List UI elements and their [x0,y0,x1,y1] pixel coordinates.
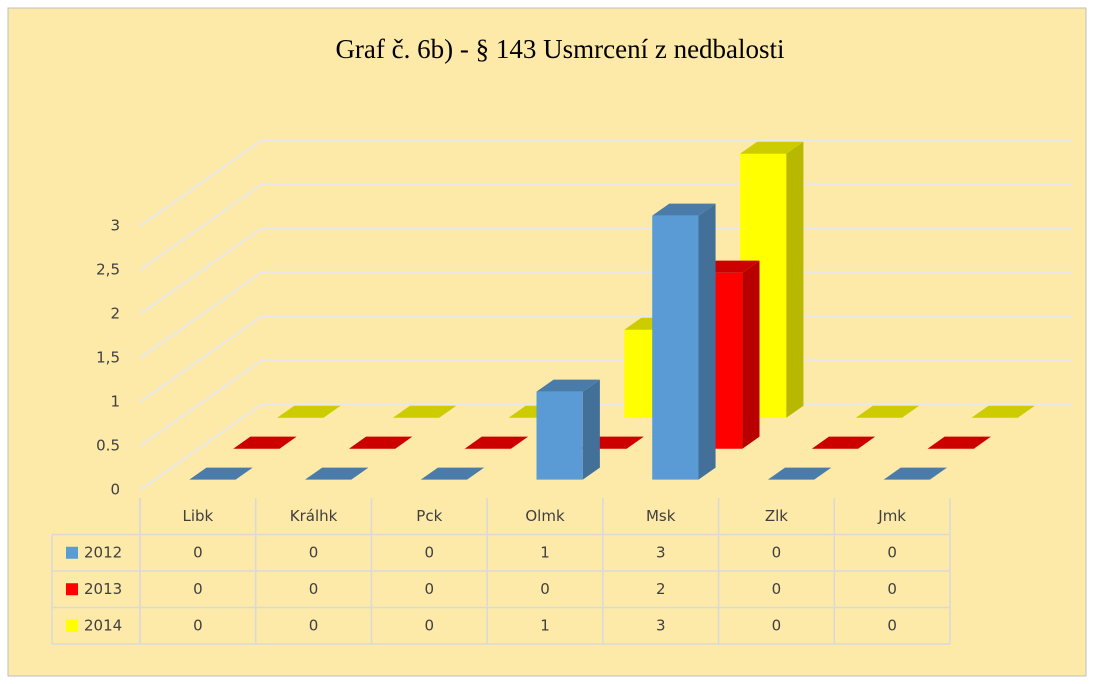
bar-top [277,405,341,418]
legend-swatch [66,619,78,632]
y-tick-label: 0 [110,481,120,499]
bar-top [348,436,413,449]
table-cell: 0 [887,543,897,561]
x-tick-label: Králhk [290,507,338,525]
bar [767,467,832,480]
legend-swatch [66,583,78,596]
table-cell: 2 [656,580,666,598]
y-tick-label: 2 [110,305,120,323]
table-cell: 0 [540,580,550,598]
bar [392,405,457,418]
table-cell: 3 [656,543,666,561]
bar-top [420,467,485,480]
x-tick-label: Msk [646,507,676,525]
table-cell: 0 [425,543,435,561]
bar-top [464,436,529,449]
y-tick-label: 1,5 [96,349,120,367]
chart-background [7,7,1087,677]
bar-top [883,467,948,480]
y-tick-label: 1 [110,393,120,411]
bar-top [811,436,876,449]
bar-top [927,436,991,449]
bar-top [536,379,600,392]
y-tick-label: 2,5 [96,261,120,279]
table-cell: 0 [425,616,435,634]
bar-top [189,467,253,480]
bar-top [971,405,1035,418]
legend-label: 2014 [84,616,122,634]
bar [971,405,1035,418]
y-tick-label: 0.5 [96,437,120,455]
bar-top [767,467,832,480]
table-cell: 0 [193,543,203,561]
bar [348,436,413,449]
table-cell: 0 [193,580,203,598]
table-cell: 0 [309,580,319,598]
table-cell: 0 [772,580,782,598]
bar-top [233,436,297,449]
bar-top [855,405,920,418]
table-cell: 1 [540,543,550,561]
bar-top [652,203,716,216]
x-tick-label: Zlk [765,507,788,525]
table-cell: 0 [772,543,782,561]
table-cell: 3 [656,616,666,634]
bar-top [305,467,369,480]
bar-top [740,141,804,154]
table-cell: 0 [425,580,435,598]
bar-front [652,215,699,480]
table-cell: 0 [772,616,782,634]
bar [927,436,991,449]
table-cell: 0 [193,616,203,634]
bar-side [698,203,716,480]
table-cell: 0 [887,616,897,634]
bar-side [742,260,760,449]
bar-side [786,141,804,418]
bar [652,203,716,480]
bar [420,467,485,480]
x-tick-label: Pck [416,507,442,525]
bar [233,436,297,449]
bar [855,405,920,418]
bar-side [582,379,600,480]
bar [305,467,369,480]
legend-label: 2013 [84,580,122,598]
chart-title: Graf č. 6b) - § 143 Usmrcení z nedbalost… [335,34,784,64]
bar [536,379,600,480]
bar [811,436,876,449]
table-cell: 0 [309,616,319,634]
bar [464,436,529,449]
grid-line [139,139,1072,227]
bar [189,467,253,480]
table-cell: 0 [309,543,319,561]
y-tick-label: 3 [110,217,120,235]
bar [883,467,948,480]
bar [277,405,341,418]
table-cell: 1 [540,616,550,634]
legend-label: 2012 [84,543,122,561]
x-tick-label: Jmk [877,507,906,525]
x-tick-label: Olmk [525,507,565,525]
table-cell: 0 [887,580,897,598]
bar-front [536,391,583,480]
x-tick-label: Libk [182,507,213,525]
legend-swatch [66,546,78,559]
bar-top [392,405,457,418]
